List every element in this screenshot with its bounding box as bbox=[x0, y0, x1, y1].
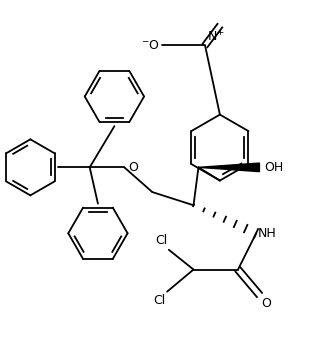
Text: Cl: Cl bbox=[155, 234, 167, 247]
Polygon shape bbox=[199, 163, 260, 172]
Text: O: O bbox=[261, 296, 271, 310]
Text: $^{-}$O: $^{-}$O bbox=[141, 39, 160, 52]
Text: OH: OH bbox=[264, 161, 284, 174]
Text: Cl: Cl bbox=[153, 294, 166, 307]
Text: N$^{+}$: N$^{+}$ bbox=[207, 29, 224, 44]
Text: O: O bbox=[128, 161, 138, 174]
Text: NH: NH bbox=[258, 227, 276, 240]
